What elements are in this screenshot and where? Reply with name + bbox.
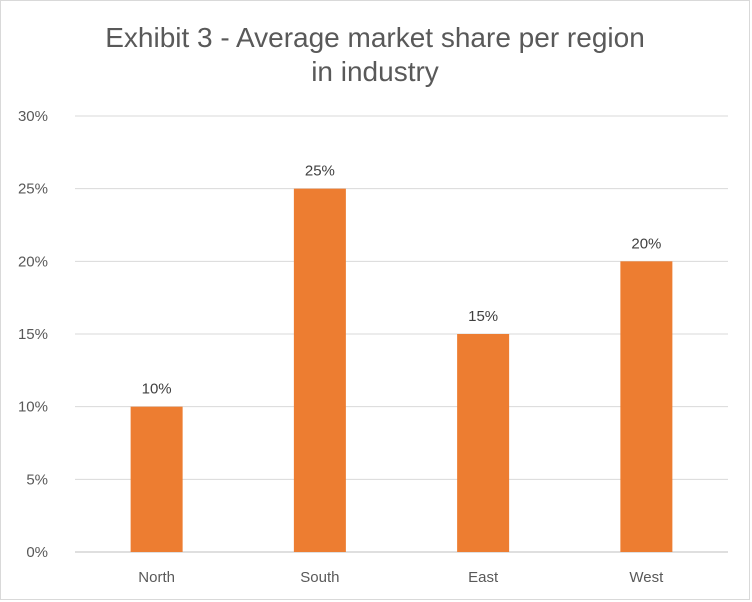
data-label: 25% — [305, 163, 335, 180]
chart-title: Exhibit 3 - Average market share per reg… — [105, 22, 645, 87]
y-tick-label: 20% — [18, 253, 48, 270]
bar-west — [620, 261, 673, 552]
bar-north — [130, 406, 183, 552]
y-tick-label: 30% — [18, 108, 48, 125]
y-tick-label: 0% — [26, 544, 48, 561]
y-tick-label: 25% — [18, 181, 48, 198]
bars — [130, 188, 673, 552]
labels: 0% 5% 10% 15% 20% 25% 30% 10% North 25% South 15% Ea… — [18, 108, 664, 586]
bar-east — [457, 334, 510, 552]
gridlines — [75, 115, 728, 553]
y-tick-label: 5% — [26, 471, 48, 488]
x-tick-label: East — [468, 569, 499, 586]
y-tick-label: 15% — [18, 326, 48, 343]
x-tick-label: West — [629, 569, 664, 586]
data-label: 10% — [142, 381, 172, 398]
data-label: 15% — [468, 308, 498, 325]
x-tick-label: North — [138, 569, 175, 586]
data-label: 20% — [631, 235, 661, 252]
bar-south — [293, 188, 346, 552]
x-tick-label: South — [300, 569, 339, 586]
y-tick-label: 10% — [18, 399, 48, 416]
